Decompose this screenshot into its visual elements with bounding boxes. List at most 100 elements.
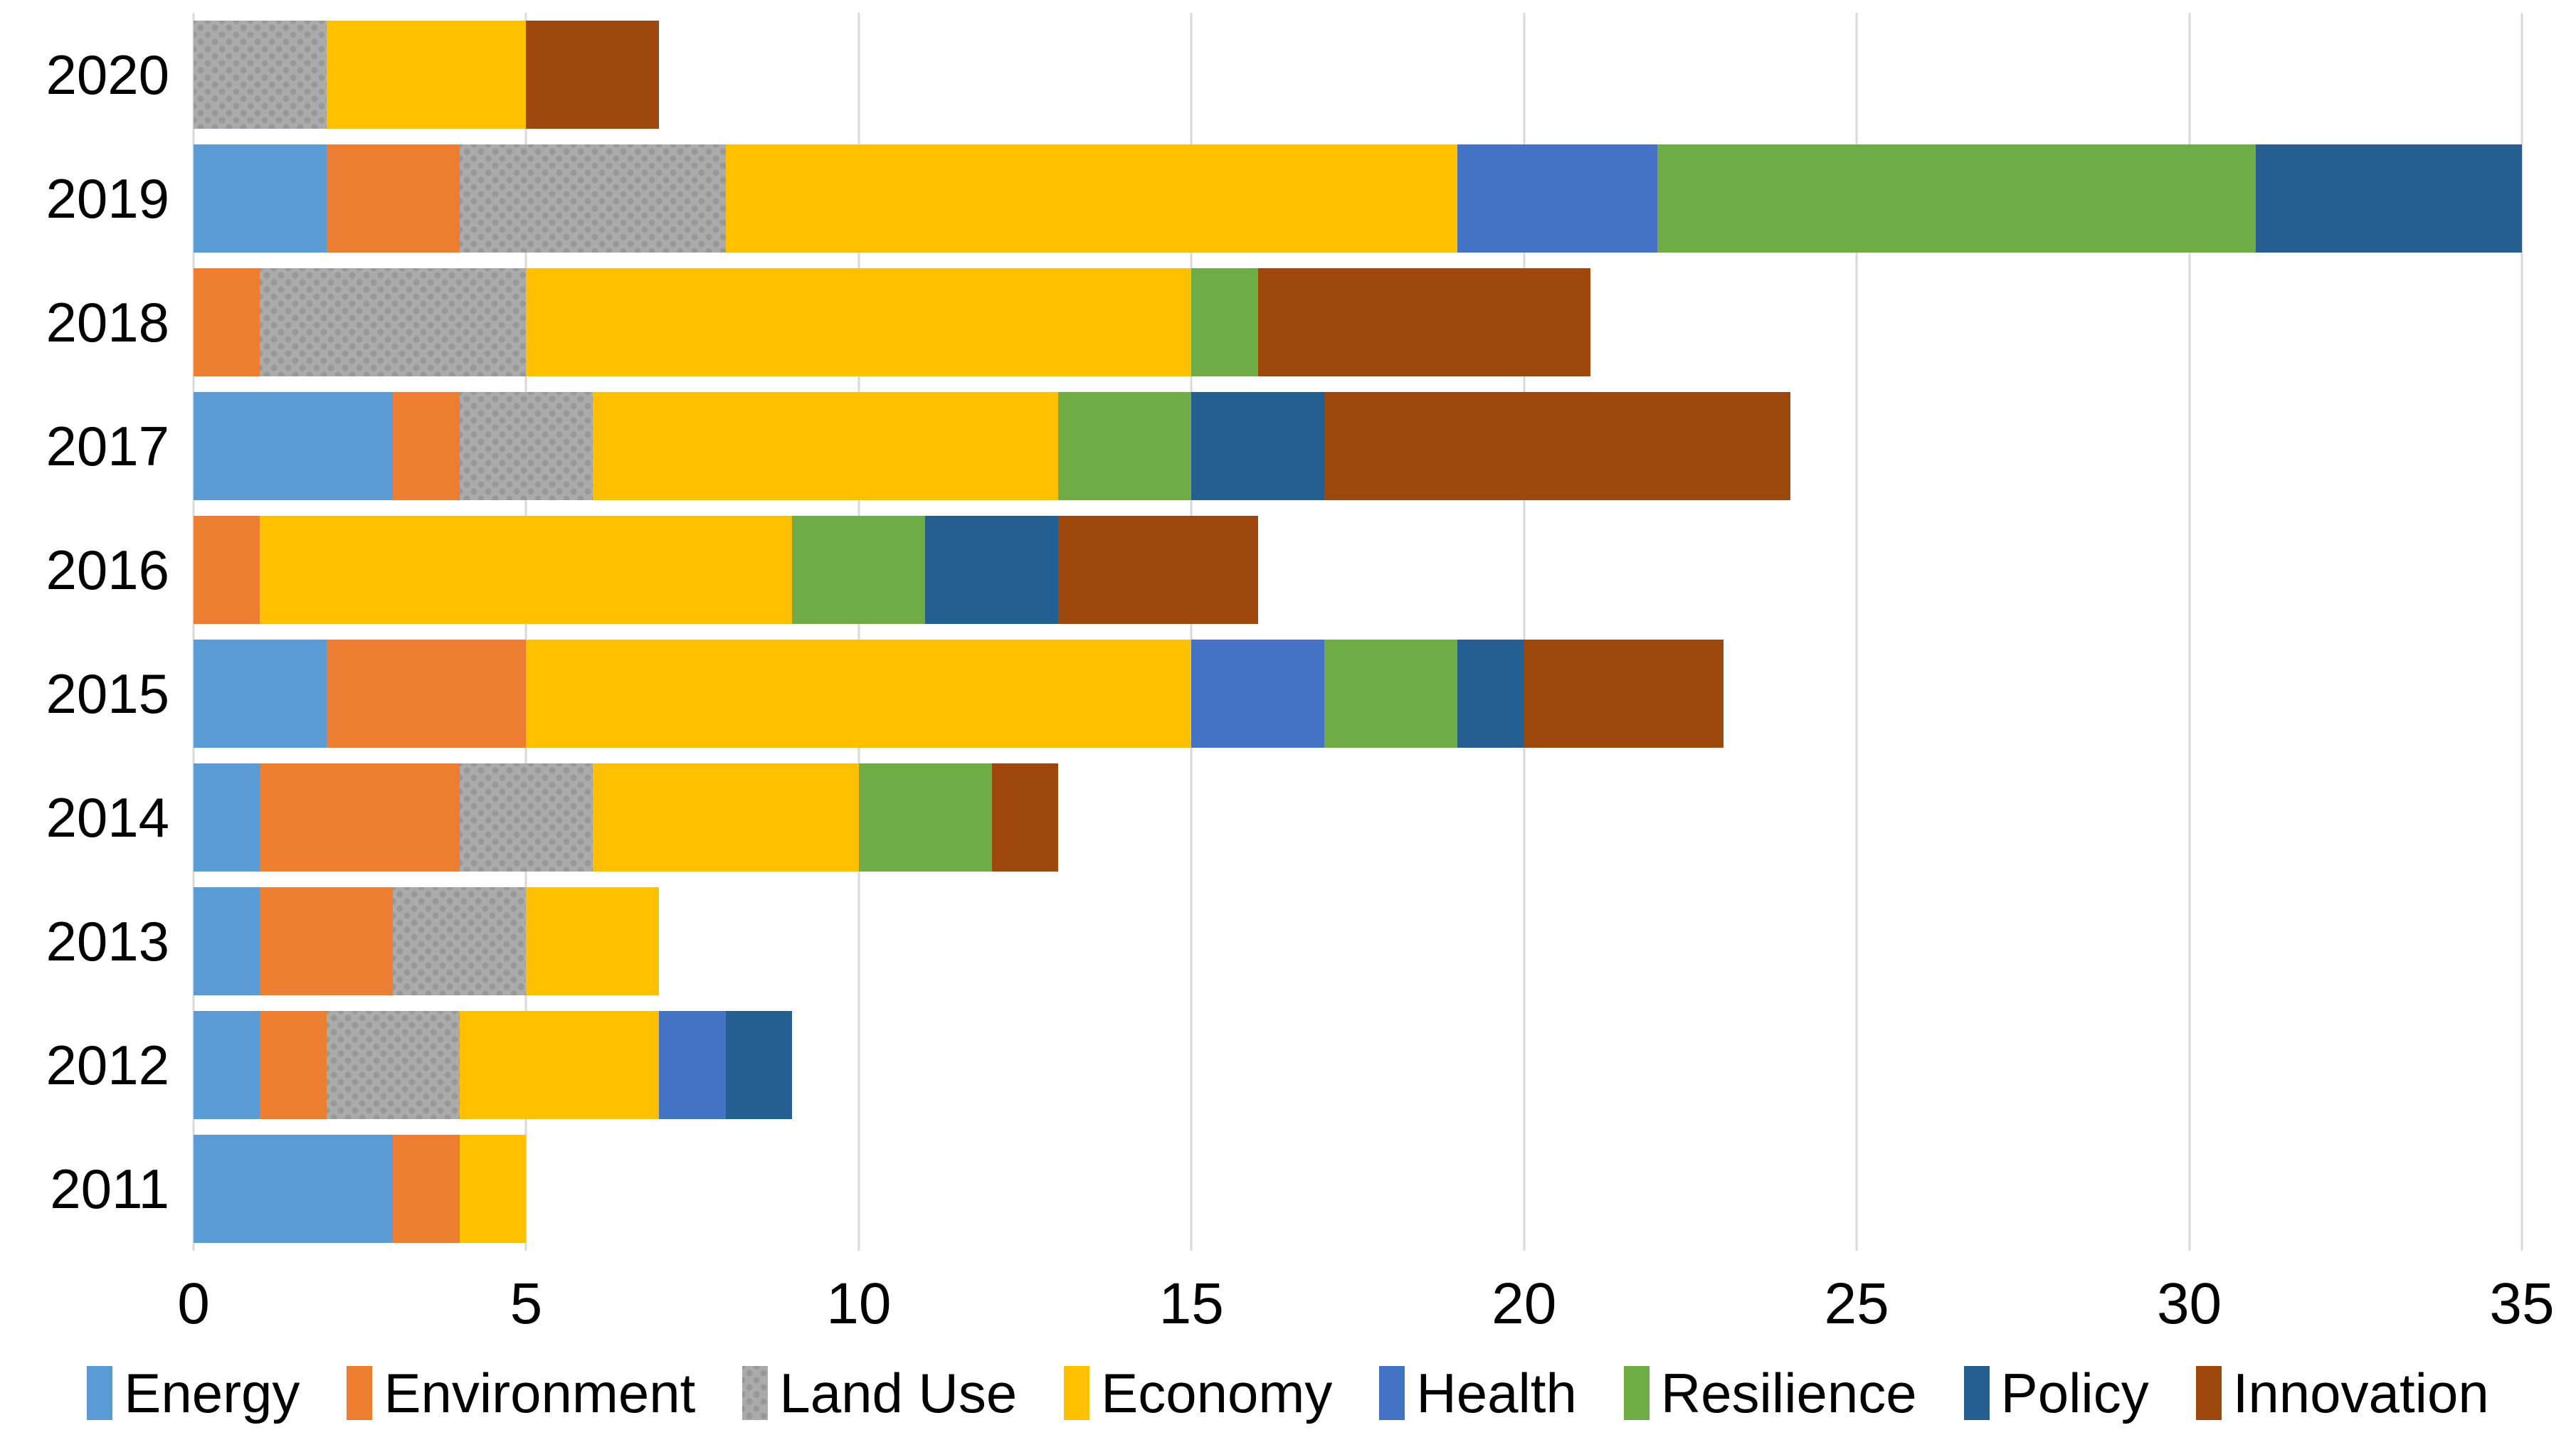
bar-segment-environment (260, 1011, 327, 1119)
stacked-bar (194, 640, 2522, 748)
legend-label: Land Use (779, 1362, 1018, 1424)
bar-segment-economy (526, 887, 660, 995)
bar-segment-land-use (393, 887, 527, 995)
bar-segment-economy (526, 268, 1192, 376)
bar-segment-innovation (1257, 268, 1591, 376)
stacked-bar (194, 21, 2522, 129)
bar-segment-policy (1457, 640, 1524, 748)
bar-segment-health (659, 1011, 726, 1119)
bar-row-2012 (194, 1003, 2522, 1127)
bar-rows (194, 13, 2522, 1251)
stacked-bar (194, 1135, 2522, 1243)
legend-label: Innovation (2232, 1362, 2489, 1424)
bar-segment-resilience (1191, 268, 1258, 376)
gridline (2188, 13, 2191, 1251)
legend-item-health: Health (1379, 1365, 1577, 1421)
bar-segment-policy (725, 1011, 793, 1119)
gridline (1855, 13, 1858, 1251)
legend-label: Resilience (1660, 1362, 1917, 1424)
y-axis-label: 2011 (50, 1158, 169, 1220)
legend-label: Policy (2000, 1362, 2149, 1424)
bar-segment-health (1191, 640, 1325, 748)
legend-swatch-icon (742, 1366, 769, 1420)
legend-item-policy: Policy (1963, 1362, 2149, 1424)
bar-segment-energy (194, 1011, 260, 1119)
legend-label: Energy (124, 1362, 300, 1424)
bar-segment-economy (725, 144, 1458, 253)
bar-segment-land-use (194, 21, 327, 129)
bar-segment-energy (194, 144, 327, 253)
bar-segment-land-use (459, 763, 593, 872)
gridline (192, 13, 195, 1251)
bar-segment-economy (459, 1135, 527, 1243)
bar-segment-innovation (1324, 392, 1790, 500)
gridline (1190, 13, 1193, 1251)
bar-segment-environment (393, 1135, 460, 1243)
bar-segment-policy (1191, 392, 1325, 500)
bar-segment-economy (459, 1011, 660, 1119)
bar-segment-economy (592, 392, 1059, 500)
legend-swatch-icon (87, 1366, 113, 1420)
bar-segment-innovation (526, 21, 660, 129)
bar-row-2016 (194, 508, 2522, 632)
bar-segment-land-use (260, 268, 527, 376)
legend-swatch-icon (1623, 1366, 1649, 1420)
x-axis-tick-label: 20 (1492, 1271, 1557, 1336)
x-axis-tick-label: 35 (2489, 1271, 2555, 1336)
stacked-bar (194, 1011, 2522, 1119)
legend-item-resilience: Resilience (1623, 1362, 1917, 1424)
bar-segment-environment (393, 392, 460, 500)
stacked-bar (194, 268, 2522, 376)
x-axis-tick-label: 15 (1158, 1271, 1224, 1336)
legend-item-economy: Economy (1064, 1365, 1332, 1421)
bar-segment-resilience (858, 763, 992, 872)
bar-row-2014 (194, 756, 2522, 879)
stacked-bar (194, 392, 2522, 500)
y-axis-label: 2018 (46, 291, 169, 354)
bar-segment-environment (194, 516, 260, 624)
y-axis-label: 2016 (46, 539, 169, 601)
plot-area (192, 13, 2523, 1251)
bar-row-2019 (194, 137, 2522, 260)
x-axis-tick-label: 10 (826, 1271, 892, 1336)
y-axis-label: 2014 (46, 786, 169, 849)
bar-segment-policy (925, 516, 1059, 624)
bar-row-2015 (194, 632, 2522, 756)
y-axis-labels: 2020 2019 2018 2017 2016 2015 2014 2013 2012 2011 (0, 13, 169, 1251)
bar-segment-economy (526, 640, 1192, 748)
x-axis-tick-label: 5 (510, 1271, 543, 1336)
gridlines (192, 13, 2523, 1251)
bar-segment-environment (260, 887, 394, 995)
stacked-bar (194, 763, 2522, 872)
legend-swatch-icon (347, 1366, 373, 1420)
y-axis-label: 2015 (46, 662, 169, 725)
x-axis-tick-label: 0 (177, 1271, 210, 1336)
bar-segment-policy (2256, 144, 2522, 253)
legend-label: Environment (384, 1362, 696, 1424)
legend-swatch-icon (1064, 1366, 1090, 1420)
bar-segment-land-use (459, 144, 726, 253)
bar-segment-resilience (1324, 640, 1458, 748)
legend: Energy Environment Land Use Economy Health Re… (0, 1357, 2576, 1429)
y-axis-label: 2019 (46, 167, 169, 230)
gridline (1523, 13, 1526, 1251)
gridline (524, 13, 527, 1251)
bar-segment-resilience (1657, 144, 2256, 253)
bar-row-2020 (194, 13, 2522, 137)
bar-row-2018 (194, 260, 2522, 384)
bar-segment-energy (194, 887, 260, 995)
bar-segment-environment (194, 268, 260, 376)
bar-segment-environment (260, 763, 460, 872)
legend-item-land-use: Land Use (742, 1365, 1017, 1421)
bar-segment-innovation (1524, 640, 1724, 748)
legend-item-energy: Energy (87, 1365, 300, 1421)
bar-segment-economy (592, 763, 859, 872)
y-axis-label: 2017 (46, 415, 169, 477)
gridline (2520, 13, 2523, 1251)
bar-segment-energy (194, 1135, 394, 1243)
legend-item-environment: Environment (347, 1365, 695, 1421)
bar-segment-energy (194, 392, 394, 500)
bar-segment-energy (194, 640, 327, 748)
bar-row-2011 (194, 1127, 2522, 1251)
